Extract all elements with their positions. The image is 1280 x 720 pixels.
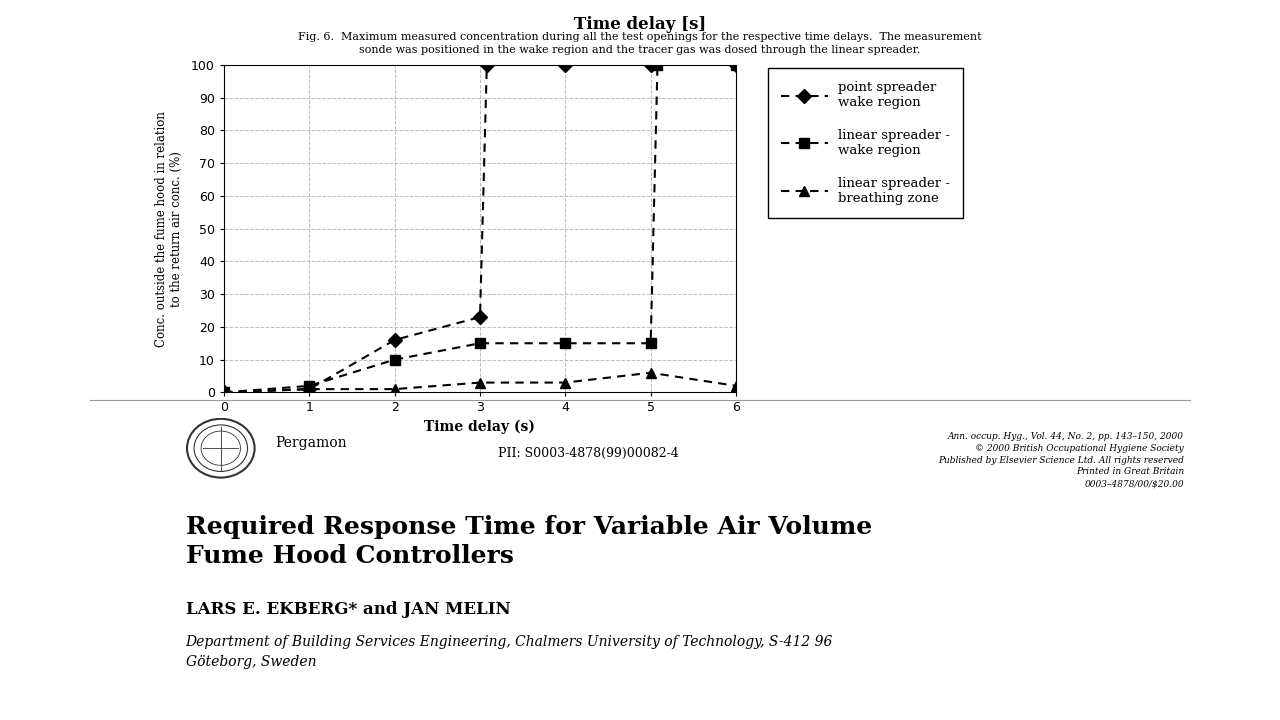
Text: Department of Building Services Engineering, Chalmers University of Technology, : Department of Building Services Engineer… [186,635,833,669]
Text: Required Response Time for Variable Air Volume
Fume Hood Controllers: Required Response Time for Variable Air … [186,515,872,567]
Y-axis label: Conc. outside the fume hood in relation
to the return air conc. (%): Conc. outside the fume hood in relation … [155,111,183,346]
Text: Fig. 6.  Maximum measured concentration during all the test openings for the res: Fig. 6. Maximum measured concentration d… [298,32,982,42]
Text: Pergamon: Pergamon [275,436,347,450]
Text: Time delay [s]: Time delay [s] [573,16,707,33]
Text: Ann. occup. Hyg., Vol. 44, No. 2, pp. 143–150, 2000
© 2000 British Occupational : Ann. occup. Hyg., Vol. 44, No. 2, pp. 14… [938,432,1184,488]
Text: PII: S0003-4878(99)00082-4: PII: S0003-4878(99)00082-4 [498,447,680,460]
Text: LARS E. EKBERG* and JAN MELIN: LARS E. EKBERG* and JAN MELIN [186,601,511,618]
Legend: point spreader
wake region, linear spreader -
wake region, linear spreader -
bre: point spreader wake region, linear sprea… [768,68,964,218]
X-axis label: Time delay (s): Time delay (s) [425,420,535,434]
Text: sonde was positioned in the wake region and the tracer gas was dosed through the: sonde was positioned in the wake region … [360,45,920,55]
